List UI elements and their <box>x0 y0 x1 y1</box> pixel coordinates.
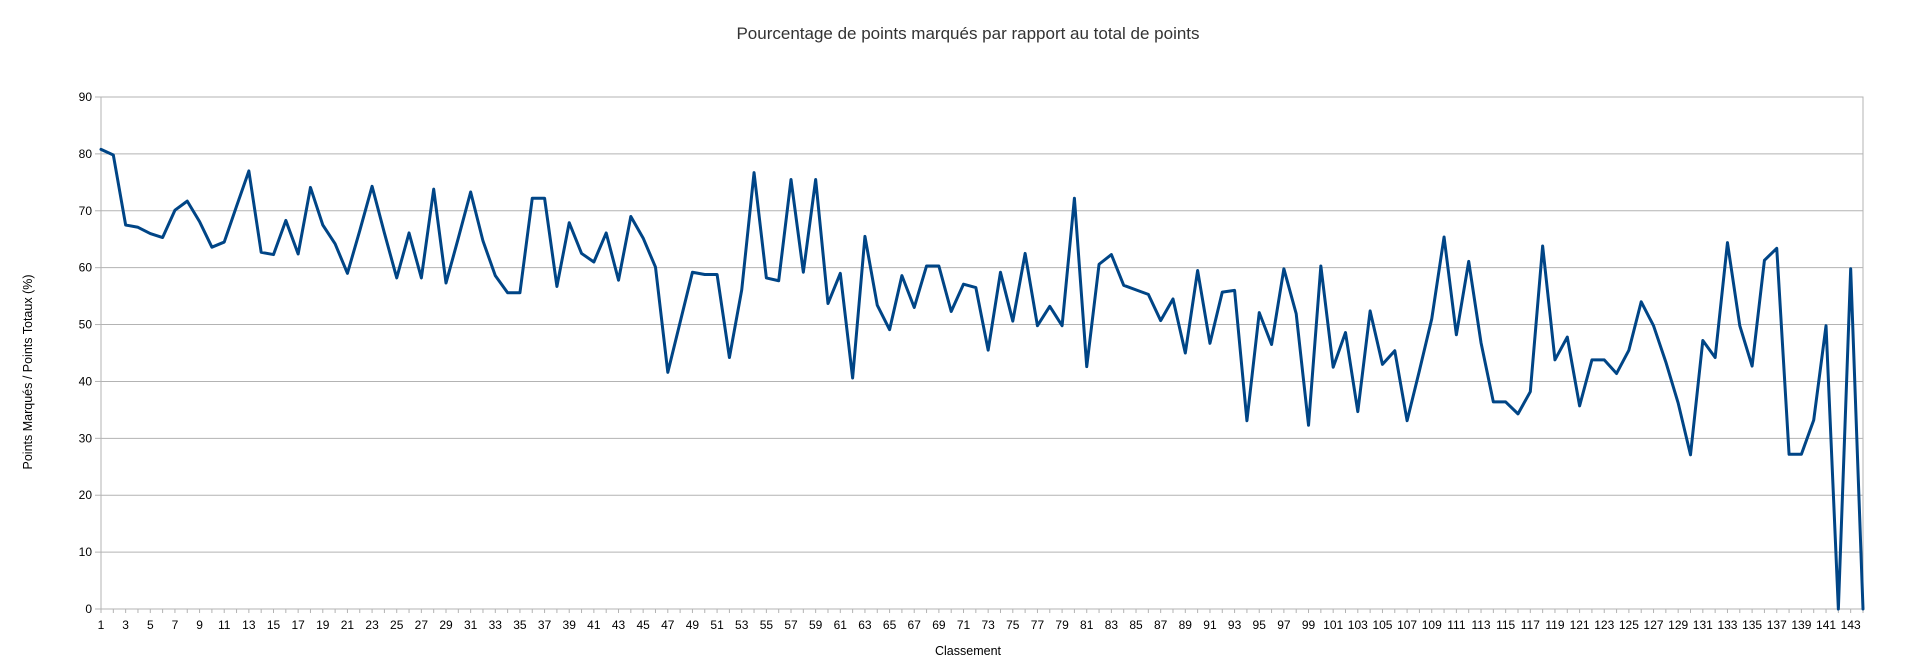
x-tick-label: 107 <box>1397 618 1417 632</box>
x-tick-label: 63 <box>858 618 872 632</box>
y-axis-ticks: 0 10 20 30 40 50 60 70 80 90 <box>79 90 101 616</box>
x-tick-label: 13 <box>242 618 256 632</box>
y-tick-label: 70 <box>79 204 93 218</box>
x-tick-label: 21 <box>341 618 355 632</box>
x-tick-label: 85 <box>1129 618 1143 632</box>
x-tick-label: 73 <box>981 618 995 632</box>
y-tick-label: 10 <box>79 545 93 559</box>
x-tick-label: 45 <box>636 618 650 632</box>
x-tick-label: 95 <box>1253 618 1267 632</box>
x-tick-label: 117 <box>1521 618 1540 632</box>
x-tick-label: 115 <box>1496 618 1515 632</box>
y-tick-label: 80 <box>79 147 93 161</box>
x-tick-label: 135 <box>1742 618 1762 632</box>
y-tick-label: 0 <box>85 602 92 616</box>
chart-title: Pourcentage de points marqués par rappor… <box>736 24 1199 43</box>
x-tick-label: 91 <box>1203 618 1217 632</box>
x-tick-label: 69 <box>932 618 946 632</box>
x-tick-label: 113 <box>1471 618 1490 632</box>
x-tick-label: 49 <box>686 618 700 632</box>
x-tick-label: 7 <box>172 618 179 632</box>
x-tick-label: 139 <box>1791 618 1811 632</box>
x-tick-label: 19 <box>316 618 330 632</box>
x-tick-label: 9 <box>196 618 203 632</box>
x-tick-label: 137 <box>1767 618 1787 632</box>
x-tick-label: 83 <box>1105 618 1119 632</box>
x-tick-label: 59 <box>809 618 823 632</box>
x-tick-label: 11 <box>218 618 231 632</box>
x-tick-label: 35 <box>513 618 527 632</box>
y-tick-label: 60 <box>79 261 93 275</box>
x-tick-label: 51 <box>710 618 724 632</box>
x-tick-label: 5 <box>147 618 154 632</box>
series-line-1 <box>99 147 1865 611</box>
x-tick-label: 121 <box>1570 618 1590 632</box>
y-tick-label: 50 <box>79 318 93 332</box>
x-tick-label: 131 <box>1693 618 1713 632</box>
x-tick-label: 41 <box>587 618 601 632</box>
x-tick-label: 75 <box>1006 618 1020 632</box>
x-tick-label: 47 <box>661 618 675 632</box>
x-axis-label: Classement <box>935 644 1002 658</box>
x-tick-label: 37 <box>538 618 552 632</box>
x-tick-label: 15 <box>267 618 281 632</box>
x-tick-label: 25 <box>390 618 404 632</box>
x-tick-label: 27 <box>415 618 429 632</box>
plot-frame <box>100 96 1864 610</box>
x-tick-label: 133 <box>1717 618 1737 632</box>
x-tick-label: 119 <box>1545 618 1564 632</box>
y-axis-label: Points Marqués / Points Totaux (%) <box>21 275 35 470</box>
x-tick-label: 101 <box>1323 618 1343 632</box>
grid-layer <box>100 96 1864 610</box>
x-tick-label: 65 <box>883 618 897 632</box>
series-layer <box>99 147 1865 611</box>
x-tick-label: 93 <box>1228 618 1242 632</box>
x-tick-label: 43 <box>612 618 626 632</box>
x-tick-label: 61 <box>834 618 848 632</box>
x-tick-label: 29 <box>439 618 453 632</box>
x-tick-label: 71 <box>957 618 971 632</box>
y-tick-label: 30 <box>79 431 93 445</box>
x-tick-label: 97 <box>1277 618 1291 632</box>
x-tick-label: 1 <box>98 618 105 632</box>
x-tick-label: 143 <box>1841 618 1861 632</box>
x-tick-label: 103 <box>1348 618 1368 632</box>
x-tick-label: 17 <box>291 618 305 632</box>
x-tick-label: 109 <box>1422 618 1442 632</box>
x-tick-label: 127 <box>1644 618 1664 632</box>
x-tick-label: 23 <box>365 618 379 632</box>
x-tick-label: 3 <box>122 618 129 632</box>
x-tick-label: 105 <box>1372 618 1392 632</box>
x-tick-label: 81 <box>1080 618 1094 632</box>
y-tick-label: 40 <box>79 374 93 388</box>
x-tick-label: 39 <box>563 618 577 632</box>
x-tick-label: 77 <box>1031 618 1045 632</box>
x-tick-label: 31 <box>464 618 478 632</box>
x-tick-label: 123 <box>1594 618 1614 632</box>
x-tick-label: 57 <box>784 618 798 632</box>
y-tick-label: 90 <box>79 90 93 104</box>
x-tick-label: 111 <box>1447 618 1466 632</box>
x-tick-label: 55 <box>760 618 774 632</box>
x-tick-label: 79 <box>1055 618 1069 632</box>
y-tick-label: 20 <box>79 488 93 502</box>
x-tick-label: 129 <box>1668 618 1688 632</box>
x-tick-label: 67 <box>908 618 922 632</box>
x-tick-label: 33 <box>489 618 503 632</box>
x-tick-label: 99 <box>1302 618 1316 632</box>
x-tick-label: 87 <box>1154 618 1168 632</box>
x-axis-ticks: 1 3 5 7 9 11 13 15 17 19 21 23 25 27 29 31 33 35 37 39 41 43 4… <box>98 609 1864 632</box>
x-tick-label: 125 <box>1619 618 1639 632</box>
x-tick-label: 141 <box>1816 618 1836 632</box>
x-tick-label: 53 <box>735 618 749 632</box>
x-tick-label: 89 <box>1179 618 1193 632</box>
